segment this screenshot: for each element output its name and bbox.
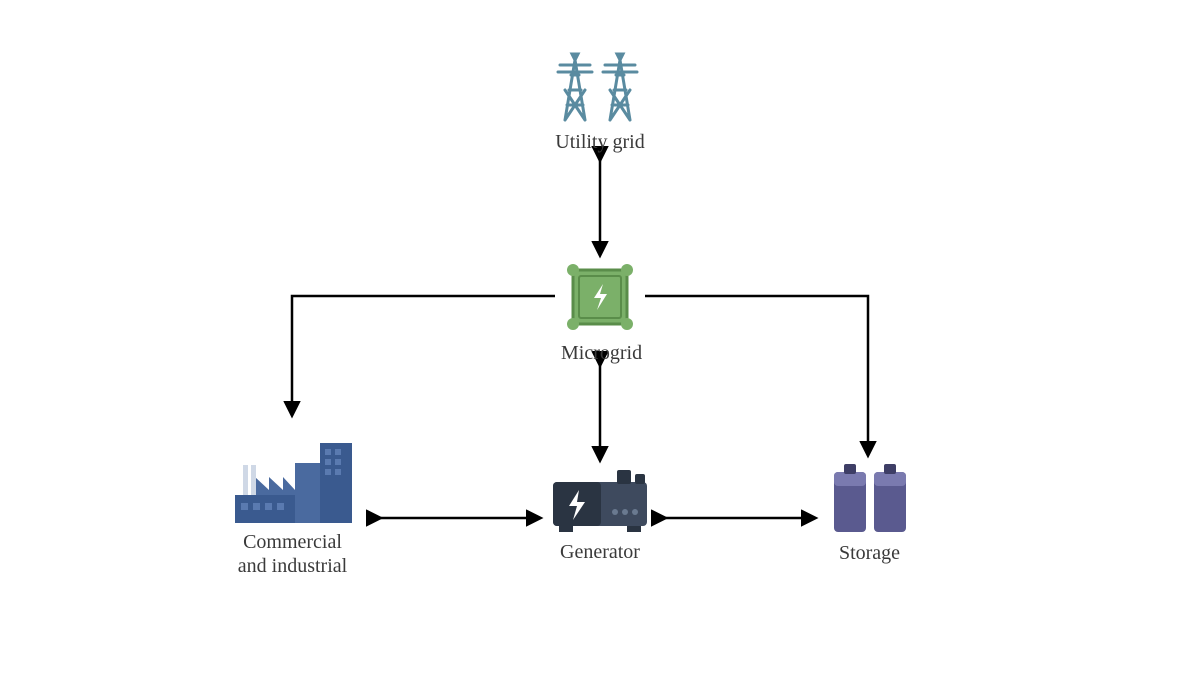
transmission-tower-icon	[550, 50, 650, 125]
factory-icon	[225, 435, 360, 525]
microgrid-icon	[561, 258, 639, 336]
edge	[292, 296, 555, 415]
generator-label: Generator	[545, 540, 655, 564]
battery-storage-icon	[822, 458, 917, 536]
node-storage: Storage	[822, 458, 917, 565]
node-generator: Generator	[545, 460, 655, 564]
commercial-label: Commercial and industrial	[225, 530, 360, 578]
edge	[645, 296, 868, 455]
node-microgrid: Microgrid	[561, 258, 639, 365]
microgrid-label: Microgrid	[561, 341, 639, 365]
node-utility-grid: Utility grid	[550, 50, 650, 154]
utility-grid-label: Utility grid	[550, 130, 650, 154]
node-commercial-industrial: Commercial and industrial	[225, 435, 360, 578]
generator-icon	[545, 460, 655, 535]
storage-label: Storage	[822, 541, 917, 565]
